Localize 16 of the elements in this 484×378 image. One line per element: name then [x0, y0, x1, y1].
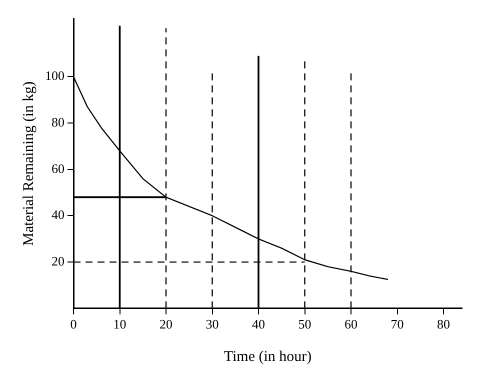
x-axis-title: Time (in hour): [224, 348, 312, 365]
x-tick-label: 80: [437, 316, 450, 332]
x-tick-label: 30: [206, 316, 219, 332]
y-tick-label: 20: [52, 253, 64, 268]
y-tick-label: 80: [52, 114, 64, 130]
y-tick-label: 40: [52, 207, 64, 222]
x-tick-label: 0: [70, 316, 77, 332]
x-tick-label: 40: [252, 316, 265, 332]
x-tick-label: 60: [344, 316, 358, 332]
x-tick-label: 10: [113, 316, 126, 332]
x-tick-label: 50: [298, 316, 312, 332]
y-tick-label: 60: [52, 160, 64, 176]
y-tick-label: 100: [45, 68, 64, 84]
x-tick-label: 20: [160, 316, 172, 332]
y-axis-title: Material Remaining (in kg): [20, 81, 37, 246]
x-tick-label: 70: [390, 316, 404, 332]
